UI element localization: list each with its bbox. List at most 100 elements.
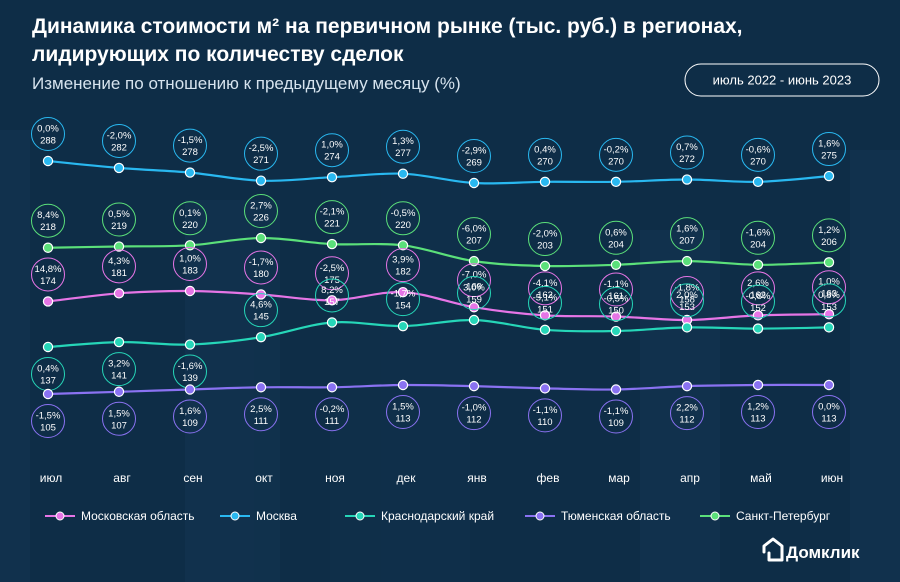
- data-label-value: 219: [111, 221, 127, 232]
- data-label-change: -1,6%: [746, 227, 771, 238]
- data-point: [113, 241, 125, 252]
- data-point: [326, 172, 338, 183]
- data-label-change: -1,1%: [604, 406, 629, 417]
- data-label-bubble: [741, 271, 775, 306]
- data-point: [397, 379, 409, 391]
- data-point: [610, 384, 622, 395]
- data-label-value: 220: [182, 220, 198, 231]
- data-label-bubble: [457, 276, 491, 310]
- x-axis: июл авг сен окт ноя дек янв фев мар апр май июн: [40, 471, 843, 485]
- data-label-bubble: [102, 352, 136, 387]
- data-label-change: 0,7%: [676, 142, 698, 153]
- data-label-bubble: [244, 397, 278, 432]
- x-tick-label: авг: [113, 471, 131, 485]
- data-label-bubble: [315, 256, 349, 291]
- data-label-bubble: [102, 202, 136, 237]
- data-label-value: 270: [750, 156, 766, 167]
- data-point: [326, 238, 338, 250]
- data-point: [397, 286, 409, 298]
- data-label-value: 157: [324, 297, 340, 308]
- series-line: [47, 236, 830, 268]
- data-label-change: 0,0%: [37, 124, 59, 135]
- data-label-value: 112: [466, 415, 481, 426]
- x-tick-label: май: [750, 471, 772, 485]
- period-label: июль 2022 - июнь 2023: [713, 73, 852, 88]
- data-label-bubble: [386, 282, 420, 317]
- data-label-value: 175: [324, 275, 340, 286]
- data-label-value: 207: [679, 236, 695, 247]
- data-label-value: 181: [111, 268, 127, 279]
- data-label-change: 1,5%: [108, 408, 130, 419]
- data-label-bubble: [812, 132, 846, 167]
- data-label-bubble: [812, 283, 846, 318]
- data-label-value: 109: [608, 418, 624, 429]
- data-label-bubble: [102, 123, 136, 158]
- data-label-bubble: [599, 220, 633, 255]
- data-label-change: 1,0%: [818, 277, 840, 288]
- data-label-bubble: [244, 136, 278, 171]
- data-point: [326, 382, 338, 393]
- data-label-change: -2,5%: [320, 263, 345, 274]
- data-label-value: 204: [750, 239, 766, 250]
- series-Тюменская область: -1,5%1051,5%1071,6%1092,5%111-0,2%1111,5…: [31, 379, 846, 438]
- data-label-value: 182: [395, 267, 411, 278]
- data-label-change: 0,6%: [605, 227, 627, 238]
- data-label-value: 112: [679, 415, 694, 426]
- data-point: [468, 380, 480, 392]
- background-band: [850, 150, 900, 582]
- data-label-value: 204: [608, 239, 624, 250]
- data-label-change: -1,1%: [604, 279, 629, 290]
- data-label-change: -2,1%: [320, 207, 345, 218]
- series-line: [47, 289, 830, 322]
- data-label-change: 1,6%: [818, 139, 840, 150]
- data-label-value: 161: [608, 291, 624, 302]
- data-label-value: 111: [254, 416, 268, 427]
- data-label-change: 3,9%: [392, 255, 414, 266]
- data-point: [468, 314, 480, 326]
- data-label-change: 1,6%: [179, 406, 201, 417]
- data-label-value: 139: [182, 373, 198, 384]
- data-label-bubble: [528, 222, 562, 256]
- data-label-change: -0,5%: [604, 294, 629, 305]
- data-label-bubble: [31, 404, 65, 438]
- legend-label: Москва: [256, 509, 297, 523]
- data-label-bubble: [670, 396, 704, 431]
- legend-swatch-dot: [535, 511, 545, 521]
- data-point: [610, 325, 622, 337]
- data-label-value: 183: [182, 266, 198, 277]
- background-band: [0, 130, 30, 582]
- legend-swatch-dot: [710, 511, 720, 521]
- data-label-bubble: [670, 276, 704, 310]
- data-label-value: 111: [325, 416, 339, 427]
- data-label-bubble: [31, 203, 65, 238]
- data-label-bubble: [670, 135, 704, 170]
- data-label-change: -0,8%: [746, 291, 771, 302]
- data-label-value: 163: [821, 289, 837, 300]
- data-label-change: 3,2%: [108, 359, 130, 370]
- data-label-value: 270: [608, 156, 624, 167]
- data-label-change: -2,0%: [107, 130, 132, 141]
- data-label-bubble: [741, 220, 775, 255]
- data-label-change: 2,6%: [747, 278, 769, 289]
- data-label-change: 2,5%: [250, 404, 272, 415]
- data-point: [539, 383, 551, 394]
- series-Санкт-Петербург: 8,4%2180,5%2190,1%2202,7%226-2,1%221-0,5…: [31, 194, 846, 272]
- data-label-change: -0,5%: [391, 208, 416, 219]
- data-label-value: 270: [537, 156, 553, 167]
- data-label-bubble: [173, 247, 207, 281]
- legend-item: Тюменская область: [525, 509, 671, 523]
- data-label-value: 218: [40, 222, 56, 233]
- data-point: [468, 177, 480, 189]
- data-label-value: 226: [253, 213, 269, 224]
- data-label-bubble: [315, 200, 349, 235]
- data-label-bubble: [599, 399, 633, 434]
- legend-item: Краснодарский край: [345, 509, 494, 523]
- data-label-change: 14,8%: [35, 264, 62, 275]
- data-label-value: 113: [750, 414, 765, 425]
- data-label-bubble: [599, 272, 633, 307]
- data-label-change: -1,5%: [178, 135, 203, 146]
- legend-item: Санкт-Петербург: [700, 509, 831, 523]
- data-label-change: 3,0%: [463, 283, 485, 294]
- data-label-change: -1,5%: [36, 411, 61, 422]
- x-tick-label: ноя: [325, 471, 345, 485]
